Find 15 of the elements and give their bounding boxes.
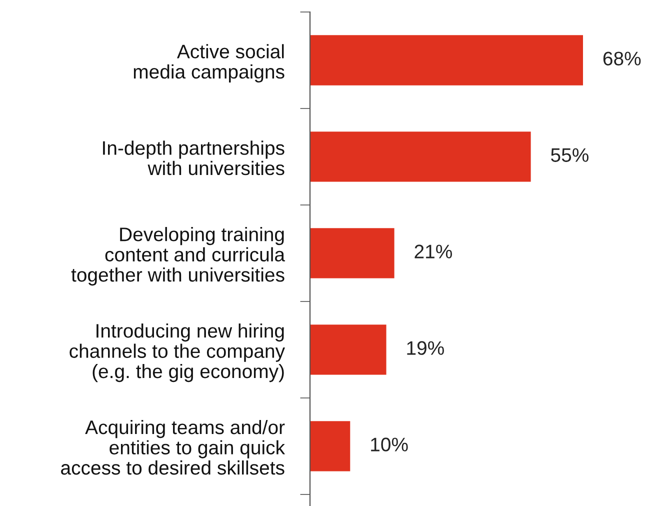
bar bbox=[310, 35, 583, 86]
y-tick-label: Active social media campaigns bbox=[134, 44, 284, 82]
bar bbox=[310, 324, 386, 375]
y-tick-label: Developing training content and curricula together with universities bbox=[71, 226, 286, 286]
bar bbox=[310, 228, 394, 278]
y-tick-label: In-depth partnerships with universities bbox=[103, 140, 284, 176]
data-label: 68% bbox=[603, 52, 641, 66]
bar bbox=[310, 132, 531, 182]
data-label: 21% bbox=[414, 244, 452, 258]
y-tick-label: Acquiring teams and/or entities to gain quick access to desired skillsets bbox=[61, 420, 286, 475]
y-tick-label: Introducing new hiring channels to the company (e.g. the gig economy) bbox=[70, 323, 285, 382]
data-label: 19% bbox=[407, 341, 444, 355]
data-label: 55% bbox=[551, 148, 588, 162]
bar bbox=[310, 421, 350, 472]
data-label: 10% bbox=[371, 438, 408, 452]
